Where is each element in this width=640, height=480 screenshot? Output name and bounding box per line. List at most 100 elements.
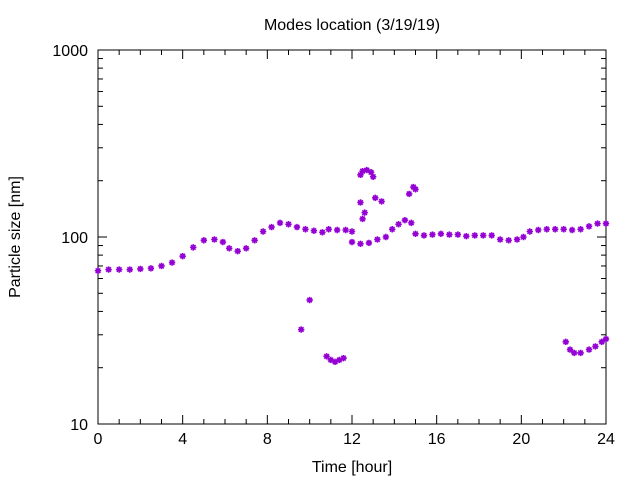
data-point (378, 198, 385, 205)
data-point (105, 266, 112, 273)
data-point (367, 169, 375, 176)
data-point (219, 238, 227, 246)
data-point (179, 252, 186, 260)
data-point (285, 221, 292, 228)
x-tick-label: 12 (343, 431, 361, 448)
data-point (359, 167, 366, 175)
data-point (363, 166, 371, 174)
data-point (357, 199, 364, 206)
data-point (242, 245, 250, 252)
data-point (585, 346, 593, 353)
data-point (306, 296, 313, 304)
data-point (395, 221, 402, 228)
data-point (594, 220, 601, 227)
data-point (168, 259, 176, 266)
data-point (598, 338, 605, 346)
data-point (234, 247, 241, 255)
y-axis-label: Particle size [nm] (7, 176, 24, 298)
data-point (115, 266, 123, 273)
data-point (505, 237, 512, 244)
data-point (526, 228, 533, 235)
data-point (437, 230, 445, 238)
data-point (342, 226, 349, 234)
data-point (520, 233, 527, 241)
data-point (568, 226, 576, 234)
data-point (365, 239, 373, 247)
data-point (372, 194, 379, 202)
data-point (137, 265, 144, 273)
data-point (446, 231, 453, 238)
data-point (293, 223, 301, 231)
data-point (496, 236, 504, 243)
data-point (310, 227, 318, 234)
data-point (535, 226, 542, 234)
data-point (369, 173, 377, 180)
y-tick-label: 10 (70, 417, 88, 434)
x-tick-label: 0 (94, 431, 103, 448)
x-tick-label: 8 (263, 431, 272, 448)
data-point (488, 232, 495, 239)
data-point (359, 215, 366, 223)
data-point (602, 335, 610, 343)
x-axis-label: Time [hour] (312, 459, 392, 476)
data-point (211, 236, 218, 243)
data-point (200, 237, 208, 244)
chart-title: Modes location (3/19/19) (264, 17, 440, 34)
data-point (471, 232, 478, 239)
data-point (323, 353, 330, 360)
data-point (348, 238, 356, 246)
data-point (420, 232, 428, 239)
data-point (389, 226, 396, 233)
data-point (94, 267, 102, 274)
y-tick-label: 1000 (52, 43, 88, 60)
data-point (412, 230, 419, 238)
y-tick-label: 100 (61, 230, 88, 247)
data-point (276, 219, 284, 227)
plot-frame (97, 49, 607, 425)
data-point (302, 226, 309, 233)
data-point (480, 232, 487, 239)
data-point (463, 232, 470, 240)
data-point (408, 219, 415, 227)
x-tick-label: 20 (512, 431, 530, 448)
data-point (401, 216, 409, 224)
x-tick-label: 16 (428, 431, 446, 448)
data-point (405, 190, 413, 198)
data-point (147, 265, 155, 272)
data-point (361, 209, 368, 216)
data-point (571, 349, 578, 357)
data-point (333, 226, 341, 234)
data-point (562, 338, 569, 346)
x-tick-label: 4 (178, 431, 187, 448)
data-point (374, 236, 381, 243)
data-points (94, 166, 610, 366)
axes: 0 4 8 12 16 20 24 10 100 1000 (52, 43, 615, 448)
data-point (126, 266, 133, 273)
data-point (226, 245, 233, 252)
data-point (454, 231, 462, 238)
data-point (327, 356, 335, 364)
data-point (336, 356, 343, 364)
data-point (566, 346, 574, 353)
data-point (429, 231, 436, 238)
data-point (158, 262, 165, 270)
data-point (543, 226, 550, 233)
data-point (251, 237, 258, 244)
data-point (592, 343, 599, 350)
data-point (513, 236, 521, 243)
data-point (602, 220, 610, 227)
data-point (348, 228, 356, 235)
data-point (382, 233, 390, 241)
data-point (577, 349, 584, 357)
data-point (357, 171, 364, 179)
data-point (560, 226, 567, 233)
data-point (268, 223, 275, 231)
data-point (259, 228, 267, 235)
x-tick-label: 24 (597, 431, 615, 448)
data-point (577, 226, 584, 233)
data-point (319, 229, 326, 236)
data-point (412, 186, 419, 193)
data-point (357, 240, 364, 247)
data-point (552, 226, 559, 233)
